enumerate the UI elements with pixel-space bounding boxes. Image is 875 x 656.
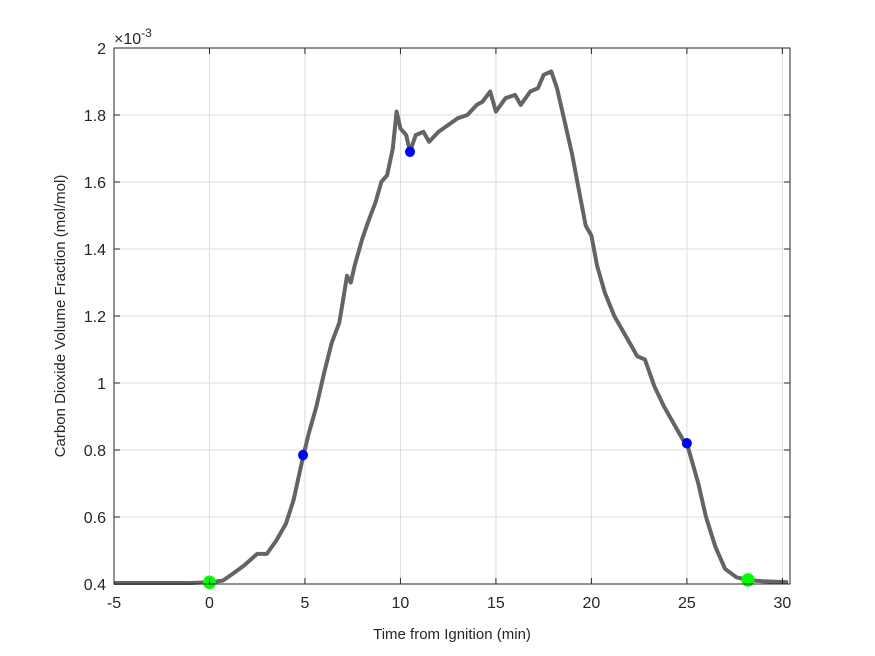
x-axis-label: Time from Ignition (min): [373, 626, 531, 643]
x-tick-label: 10: [392, 595, 410, 612]
x-tick-label: 30: [773, 595, 791, 612]
x-tick-label: 5: [301, 595, 310, 612]
grid: [113, 47, 790, 585]
y-tick-label: 0.4: [84, 577, 106, 594]
blue-marker: [298, 449, 309, 461]
y-tick-label: 1.4: [84, 242, 106, 259]
series-layer: [114, 69, 789, 585]
y-exponent-label: ×10-3: [114, 26, 152, 48]
y-axis-label: Carbon Dioxide Volume Fraction (mol/mol): [52, 175, 69, 458]
ticks: -5 0 5 10 15 20 25 30 0.4 0.6 0.8 1 1.2 1.4 1.6 1.8 2: [84, 41, 792, 612]
y-tick-label: 1.6: [84, 175, 106, 192]
y-tick-label: 1.8: [84, 108, 106, 125]
blue-marker: [681, 438, 692, 449]
y-tick-label: 0.6: [84, 510, 106, 527]
blue-marker: [404, 146, 415, 158]
co2-series-line: [114, 69, 789, 585]
x-tick-label: 0: [205, 595, 214, 612]
x-tick-label: 15: [487, 595, 505, 612]
y-tick-label: 1: [97, 376, 106, 393]
green-marker: [741, 573, 755, 587]
y-tick-label: 2: [97, 41, 106, 58]
x-tick-label: 25: [678, 595, 696, 612]
y-tick-label: 1.2: [84, 309, 106, 326]
x-tick-label: -5: [107, 595, 121, 612]
x-tick-label: 20: [583, 595, 601, 612]
y-tick-label: 0.8: [84, 443, 106, 460]
